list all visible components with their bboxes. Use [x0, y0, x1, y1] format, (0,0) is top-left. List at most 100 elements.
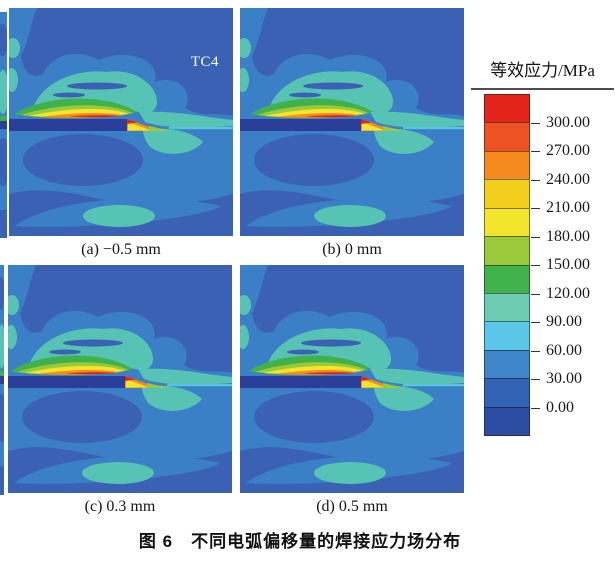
colorbar-tick-label: 270.00	[546, 142, 590, 159]
contour-region	[0, 466, 4, 495]
contour-region	[67, 82, 127, 90]
colorbar-tick-label: 150.00	[546, 256, 590, 273]
contour-region	[49, 349, 81, 355]
stress-contour-plot-c	[8, 265, 232, 493]
contour-region	[127, 119, 137, 124]
figure-caption: 图 6 不同电弧偏移量的焊接应力场分布	[138, 532, 462, 551]
contour-region	[20, 265, 232, 373]
contour-region	[289, 92, 321, 98]
colorbar-tick-label: 120.00	[546, 284, 590, 302]
colorbar-tick	[531, 322, 540, 323]
contour-region	[361, 376, 371, 381]
contour-region	[128, 122, 151, 131]
contour-region	[0, 138, 7, 186]
contour-region	[240, 68, 249, 92]
colorbar-band	[484, 207, 530, 238]
contour-region	[252, 8, 464, 116]
colorbar-band	[484, 94, 530, 124]
contour-region	[403, 384, 464, 387]
colorbar-band	[484, 264, 530, 294]
colorbar-tick	[531, 151, 540, 152]
contour-region	[361, 119, 371, 124]
contour-region	[362, 379, 385, 388]
contour-region	[254, 134, 374, 186]
colorbar-legend: 等效应力/MPa 300.00 270.00 240.00 210.00 180.00 1…	[470, 56, 615, 456]
contour-region	[0, 116, 7, 121]
contour-region	[301, 339, 361, 347]
contour-region	[15, 71, 157, 119]
contour-region	[167, 384, 232, 387]
contour-region	[251, 71, 393, 119]
colorbar-tick	[531, 407, 540, 409]
contour-region	[11, 328, 153, 376]
contour-region	[383, 383, 405, 388]
contour-region	[0, 370, 4, 376]
contour-region	[147, 383, 169, 388]
colorbar-band	[484, 150, 530, 181]
contour-region	[0, 210, 7, 238]
contour-region	[362, 122, 385, 131]
contour-region	[125, 376, 135, 381]
colorbar-tick	[531, 122, 540, 124]
contour-region	[0, 375, 4, 385]
contour-region	[0, 70, 7, 114]
contour-region	[370, 111, 464, 128]
contour-panel-c: (c) 0.3 mm	[8, 265, 232, 515]
legend-divider	[471, 88, 614, 90]
contour-region	[303, 372, 355, 375]
colorbar-tick-label: 90.00	[546, 313, 582, 330]
contour-region	[240, 38, 251, 58]
stress-contour-plot-d	[240, 265, 464, 493]
colorbar-tick	[531, 179, 540, 181]
contour-region	[305, 115, 357, 118]
colorbar-band	[484, 292, 530, 323]
colorbar-band	[484, 122, 530, 152]
contour-panel-b: (b) 0 mm	[240, 8, 464, 258]
colorbar-tick	[531, 236, 540, 238]
contour-region	[8, 376, 141, 388]
edge-strip-svg	[0, 265, 4, 495]
stress-contour-plot-b	[240, 8, 464, 236]
panel-label-a: (a) −0.5 mm	[81, 241, 161, 258]
contour-region	[9, 68, 18, 92]
cropped-edge-contour-strip	[0, 12, 7, 238]
contour-region	[69, 115, 121, 118]
colorbar-tick-label: 240.00	[546, 170, 590, 188]
material-annotation: TC4	[190, 54, 219, 70]
colorbar-tick-label: 180.00	[546, 227, 590, 245]
panel-label-b: (b) 0 mm	[322, 241, 382, 258]
contour-region	[143, 128, 203, 154]
stress-contour-plot-a	[9, 8, 233, 236]
contour-region	[254, 391, 374, 443]
contour-region	[0, 393, 4, 443]
panel-label-c: (c) 0.3 mm	[84, 498, 156, 515]
contour-region	[0, 324, 4, 369]
colorbar-tick-label: 210.00	[546, 199, 590, 216]
contour-region	[8, 295, 19, 315]
colorbar-band	[484, 179, 530, 209]
contour-region	[83, 205, 155, 227]
contour-region	[138, 368, 232, 385]
contour-region	[314, 205, 386, 227]
contour-region	[63, 339, 123, 347]
contour-region	[240, 376, 377, 388]
contour-region	[53, 92, 85, 98]
colorbar-tick	[531, 350, 540, 352]
panel-label-d: (d) 0.5 mm	[316, 498, 388, 515]
colorbar-tick-label: 0.00	[546, 398, 574, 416]
contour-region	[126, 379, 149, 388]
contour-region	[303, 82, 363, 90]
contour-region	[149, 126, 171, 131]
contour-panel-a: TC4 (a) −0.5 mm	[9, 8, 233, 258]
contour-region	[240, 119, 377, 131]
contour-region	[403, 127, 464, 130]
colorbar-tick	[531, 265, 540, 266]
colorbar-tick-label: 60.00	[546, 341, 582, 359]
contour-region	[169, 127, 233, 130]
contour-region	[9, 119, 143, 131]
contour-region	[0, 277, 4, 310]
contour-region	[9, 38, 20, 58]
contour-region	[287, 349, 319, 355]
contour-region	[142, 385, 202, 411]
